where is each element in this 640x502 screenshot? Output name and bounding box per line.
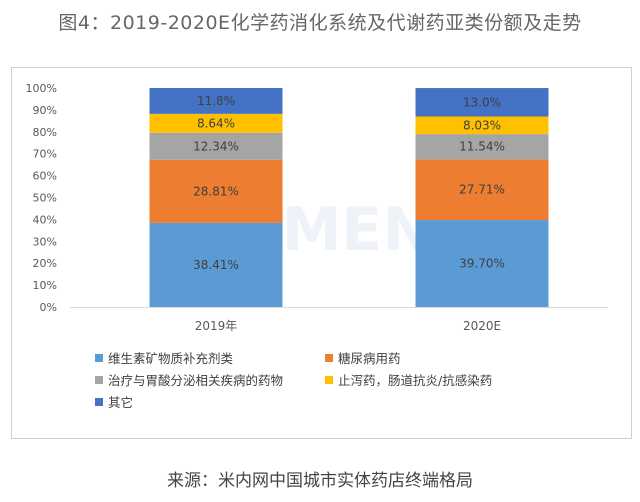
data-label: 39.70% [459,257,505,271]
data-label: 8.03% [463,118,501,132]
bar-segment [415,220,549,307]
y-tick-label: 20% [33,257,57,270]
legend-swatch [95,354,103,362]
y-tick-label: 60% [33,170,57,183]
y-tick-label: 100% [26,82,57,95]
legend-label: 糖尿病用药 [338,351,401,366]
legend-swatch [325,376,333,384]
y-tick-label: 0% [40,301,57,314]
chart-title: 图4：2019-2020E化学药消化系统及代谢药亚类份额及走势 [58,12,582,34]
bar-segment [149,132,283,160]
bar-segment [415,116,549,135]
data-label: 13.0% [463,95,501,109]
y-tick-label: 70% [33,148,57,161]
legend-label: 止泻药，肠道抗炎/抗感染药 [338,373,492,388]
y-tick-label: 10% [33,279,57,292]
data-label: 12.34% [193,139,239,153]
x-tick-label: 2020E [463,319,501,333]
y-tick-label: 40% [33,213,57,226]
legend-label: 其它 [108,395,133,410]
bar-segment [149,113,283,133]
stacked-bar-chart: 米内MENET 0%10%20%30%40%50%60%70%80%90%100… [26,82,608,410]
bar-segment [149,88,283,114]
x-tick-label: 2019年 [195,319,238,333]
data-label: 28.81% [193,184,239,198]
bar-segment [415,88,549,117]
y-tick-label: 90% [33,104,57,117]
bar-segment [415,134,549,160]
bar-segment [149,159,283,223]
data-label: 38.41% [193,258,239,272]
source-note: 来源：米内网中国城市实体药店终端格局 [167,471,473,491]
data-label: 11.8% [197,94,235,108]
data-label: 8.64% [197,116,235,130]
bar-segment [149,222,283,307]
bar-segment [415,159,549,221]
y-tick-label: 30% [33,235,57,248]
legend-swatch [325,354,333,362]
data-label: 11.54% [459,140,505,154]
legend-label: 治疗与胃酸分泌相关疾病的药物 [108,373,283,388]
y-tick-label: 80% [33,126,57,139]
y-tick-label: 50% [33,192,57,205]
data-label: 27.71% [459,183,505,197]
legend-label: 维生素矿物质补充剂类 [108,351,234,366]
legend-swatch [95,376,103,384]
legend-swatch [95,398,103,406]
